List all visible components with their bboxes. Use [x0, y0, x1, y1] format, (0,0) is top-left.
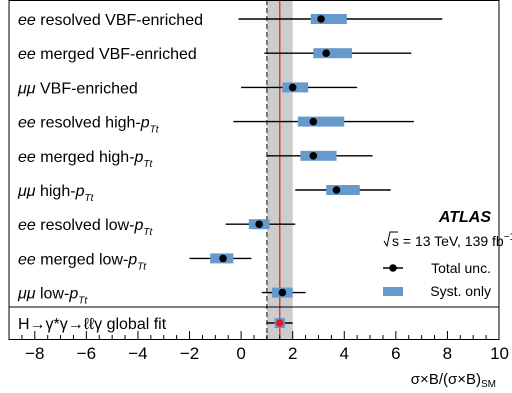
- legend: ATLAS s = 13 TeV, 139 fb−1 Total unc. Sy…: [383, 209, 512, 299]
- category-subscript: Tt: [84, 193, 94, 204]
- x-tick-label: −6: [77, 344, 96, 363]
- category-label: ee merged VBF-enriched: [18, 46, 197, 63]
- category-name: resolved low-: [36, 217, 135, 234]
- category-subscript: Tt: [150, 125, 160, 136]
- category-label: ee merged high-pTt: [18, 149, 154, 170]
- energy-superscript: −1: [504, 232, 512, 243]
- syst-unc-box: [313, 48, 352, 59]
- category-name: VBF-enriched: [36, 80, 138, 97]
- x-tick-label: 0: [236, 344, 245, 363]
- category-variable: p: [134, 217, 144, 234]
- energy-label: s = 13 TeV, 139 fb−1: [383, 231, 512, 249]
- legend-item-syst: Syst. only: [383, 283, 491, 299]
- sqrt-sign-icon: [383, 231, 398, 248]
- x-tick-label: 2: [288, 344, 297, 363]
- x-tick-label: −2: [180, 344, 199, 363]
- category-label: ee resolved high-pTt: [18, 115, 160, 136]
- x-tick-label: 4: [340, 344, 349, 363]
- central-value-marker: [332, 186, 341, 194]
- category-name: merged VBF-enriched: [36, 46, 197, 63]
- x-tick-label: 10: [490, 344, 509, 363]
- measurement-row: μμ high-pTt: [17, 183, 391, 204]
- measurement-row: ee merged low-pTt: [18, 251, 252, 272]
- syst-unc-box: [310, 14, 347, 24]
- x-tick-label: −8: [25, 344, 44, 363]
- measurement-row: ee resolved high-pTt: [18, 115, 414, 136]
- syst-unc-box: [297, 116, 345, 127]
- x-axis-ticks: −8 −6 −4 −2 0 2 4 6 8 10: [8, 331, 509, 363]
- category-subscript: Tt: [143, 159, 153, 170]
- category-label: μμ high-pTt: [17, 183, 95, 204]
- category-name: merged high-: [36, 149, 135, 166]
- category-channel: ee: [18, 149, 36, 166]
- plot-border: [8, 0, 500, 340]
- measurement-row: ee resolved VBF-enriched: [18, 12, 443, 29]
- category-channel: ee: [18, 251, 36, 268]
- global-fit-label: H→γ*γ→ℓℓγ global fit: [18, 316, 167, 333]
- category-channel: μμ: [17, 286, 36, 303]
- central-value-marker: [309, 152, 318, 160]
- central-value-marker: [275, 319, 284, 327]
- category-variable: p: [140, 115, 150, 132]
- category-subscript: Tt: [78, 296, 88, 307]
- central-value-marker: [219, 254, 227, 263]
- category-variable: p: [127, 251, 137, 268]
- syst-unc-box: [300, 150, 337, 161]
- central-value-marker: [288, 83, 297, 92]
- category-variable: p: [75, 183, 85, 200]
- central-value-marker: [317, 15, 325, 23]
- category-channel: ee: [18, 12, 36, 29]
- syst-unc-box: [326, 185, 360, 195]
- central-value-marker: [322, 49, 331, 57]
- measurement-row: ee merged VBF-enriched: [18, 46, 412, 63]
- x-tick-label: 8: [443, 344, 452, 363]
- category-name: merged low-: [36, 251, 128, 268]
- plot-frame: [8, 0, 500, 340]
- category-variable: p: [68, 286, 78, 303]
- category-label: ee resolved VBF-enriched: [18, 12, 203, 29]
- x-tick-label: 6: [391, 344, 400, 363]
- category-variable: p: [134, 149, 144, 166]
- category-channel: μμ: [17, 183, 36, 200]
- category-name: resolved high-: [36, 115, 141, 132]
- syst-only-label: Syst. only: [430, 283, 491, 299]
- legend-item-total: Total unc.: [383, 260, 491, 276]
- category-label: ee resolved low-pTt: [18, 217, 154, 238]
- category-channel: ee: [18, 217, 36, 234]
- category-subscript: Tt: [143, 227, 153, 238]
- syst-only-swatch: [383, 287, 403, 296]
- measurement-row: ee resolved low-pTt: [18, 217, 296, 238]
- measurement-row: μμ low-pTt: [17, 286, 306, 307]
- category-name: high-: [36, 183, 76, 200]
- measurement-row: ee merged high-pTt: [18, 149, 373, 170]
- total-unc-swatch-marker: [389, 264, 397, 272]
- category-label: μμ VBF-enriched: [17, 80, 138, 97]
- category-channel: ee: [18, 115, 36, 132]
- category-label: ee merged low-pTt: [18, 251, 147, 272]
- measurement-row: μμ VBF-enriched: [17, 80, 358, 97]
- bands-layer: [266, 0, 293, 339]
- category-subscript: Tt: [137, 261, 147, 272]
- x-tick-label: −4: [128, 344, 147, 363]
- category-channel: μμ: [17, 80, 36, 97]
- category-name: resolved VBF-enriched: [36, 12, 203, 29]
- experiment-label: ATLAS: [438, 209, 491, 226]
- category-name: low-: [36, 286, 70, 303]
- central-value-marker: [255, 220, 263, 228]
- total-unc-label: Total unc.: [431, 260, 491, 276]
- category-channel: ee: [18, 46, 36, 63]
- x-axis-label: σ×B/(σ×B)SM: [411, 371, 496, 390]
- category-label: μμ low-pTt: [17, 286, 88, 307]
- energy-text: s = 13 TeV, 139 fb: [392, 233, 504, 249]
- central-value-marker: [278, 288, 287, 297]
- global-fit-row: H→γ*γ→ℓℓγ global fit: [18, 316, 293, 333]
- central-value-marker: [309, 117, 318, 126]
- svg-text:s = 13 TeV, 139 fb−1: s = 13 TeV, 139 fb−1: [392, 232, 512, 249]
